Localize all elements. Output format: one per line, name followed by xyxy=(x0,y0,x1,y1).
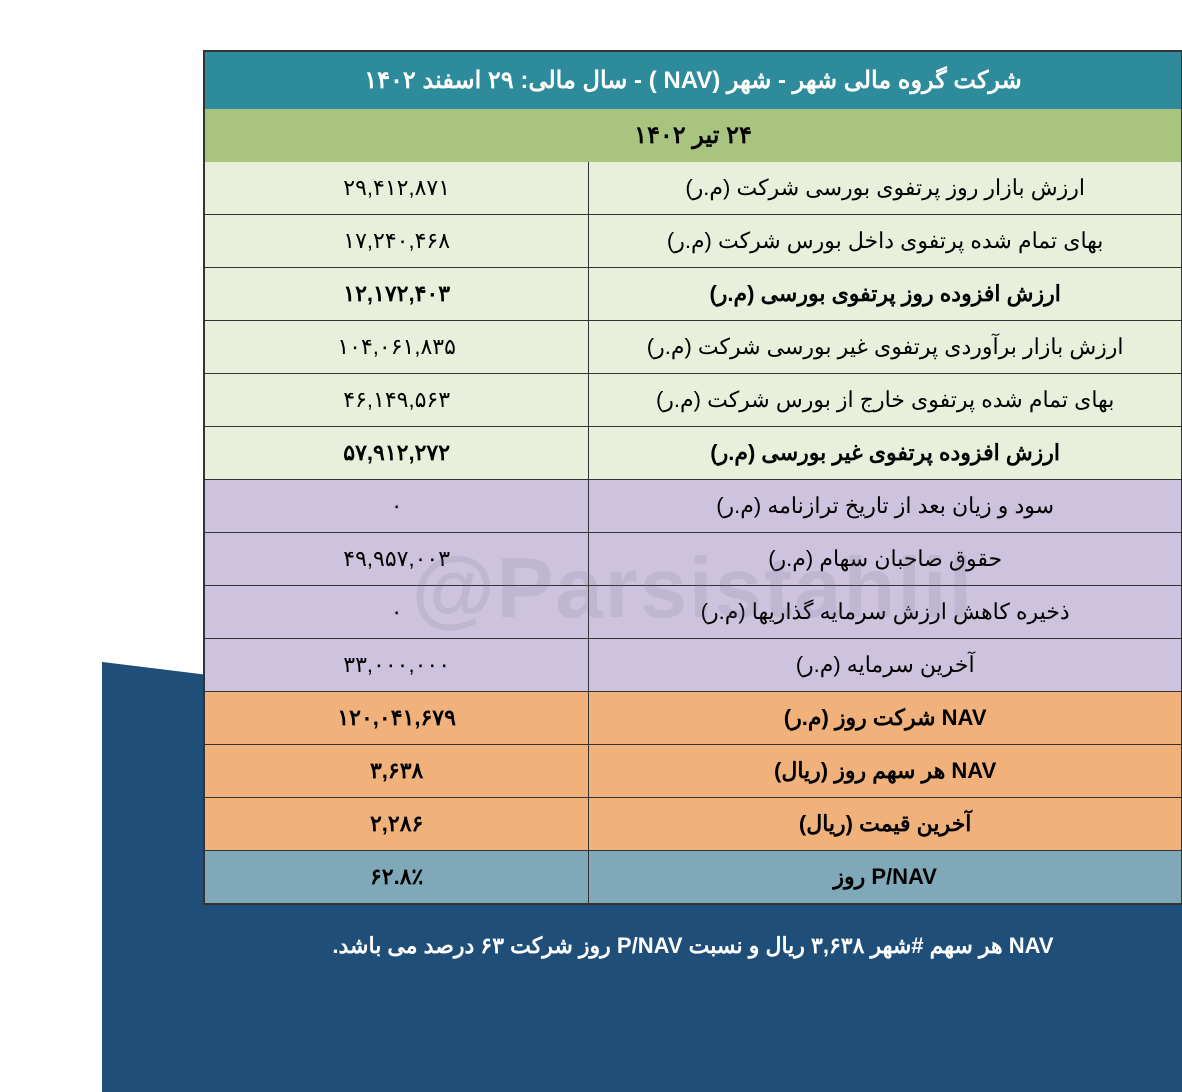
row-label: NAV هر سهم روز (ریال) xyxy=(486,745,1079,797)
table-row: ارزش بازار برآوردی پرتفوی غیر بورسی شرکت… xyxy=(103,321,1079,374)
row-value: ۵۷,۹۱۲,۲۷۲ xyxy=(103,427,486,479)
row-value: ۲۹,۴۱۲,۸۷۱ xyxy=(103,162,486,214)
table-date: ۲۴ تیر ۱۴۰۲ xyxy=(103,109,1079,162)
row-value: ۶۲.۸٪ xyxy=(103,851,486,903)
row-label: ارزش بازار برآوردی پرتفوی غیر بورسی شرکت… xyxy=(486,321,1079,373)
row-value: ۱۰۴,۰۶۱,۸۳۵ xyxy=(103,321,486,373)
row-label: ارزش افزوده روز پرتفوی بورسی (م.ر) xyxy=(486,268,1079,320)
table-row: بهای تمام شده پرتفوی خارج از بورس شرکت (… xyxy=(103,374,1079,427)
row-value: ۳۳,۰۰۰,۰۰۰ xyxy=(103,639,486,691)
table-row: ذخیره کاهش ارزش سرمایه گذاریها (م.ر)۰ xyxy=(103,586,1079,639)
table-row: P/NAV روز۶۲.۸٪ xyxy=(103,851,1079,903)
row-value: ۲,۲۸۶ xyxy=(103,798,486,850)
nav-table: شرکت گروه مالی شهر - شهر (NAV ) - سال ما… xyxy=(101,50,1081,905)
table-row: آخرین قیمت (ریال)۲,۲۸۶ xyxy=(103,798,1079,851)
table-row: NAV هر سهم روز (ریال)۳,۶۳۸ xyxy=(103,745,1079,798)
row-value: ۳,۶۳۸ xyxy=(103,745,486,797)
row-value: ۴۶,۱۴۹,۵۶۳ xyxy=(103,374,486,426)
row-label: NAV شرکت روز (م.ر) xyxy=(486,692,1079,744)
table-row: NAV شرکت روز (م.ر)۱۲۰,۰۴۱,۶۷۹ xyxy=(103,692,1079,745)
row-label: ذخیره کاهش ارزش سرمایه گذاریها (م.ر) xyxy=(486,586,1079,638)
row-value: ۰ xyxy=(103,586,486,638)
row-label: بهای تمام شده پرتفوی خارج از بورس شرکت (… xyxy=(486,374,1079,426)
row-label: ارزش افزوده پرتفوی غیر بورسی (م.ر) xyxy=(486,427,1079,479)
table-row: ارزش بازار روز پرتفوی بورسی شرکت (م.ر)۲۹… xyxy=(103,162,1079,215)
table-row: سود و زیان بعد از تاریخ ترازنامه (م.ر)۰ xyxy=(103,480,1079,533)
row-label: ارزش بازار روز پرتفوی بورسی شرکت (م.ر) xyxy=(486,162,1079,214)
footer-summary: NAV هر سهم #شهر ۳,۶۳۸ ریال و نسبت P/NAV … xyxy=(0,933,1182,959)
table-row: بهای تمام شده پرتفوی داخل بورس شرکت (م.ر… xyxy=(103,215,1079,268)
row-label: آخرین سرمایه (م.ر) xyxy=(486,639,1079,691)
table-row: آخرین سرمایه (م.ر)۳۳,۰۰۰,۰۰۰ xyxy=(103,639,1079,692)
row-value: ۱۲,۱۷۲,۴۰۳ xyxy=(103,268,486,320)
row-label: سود و زیان بعد از تاریخ ترازنامه (م.ر) xyxy=(486,480,1079,532)
row-label: آخرین قیمت (ریال) xyxy=(486,798,1079,850)
row-label: P/NAV روز xyxy=(486,851,1079,903)
table-row: حقوق صاحبان سهام (م.ر)۴۹,۹۵۷,۰۰۳ xyxy=(103,533,1079,586)
table-row: ارزش افزوده روز پرتفوی بورسی (م.ر)۱۲,۱۷۲… xyxy=(103,268,1079,321)
row-value: ۱۲۰,۰۴۱,۶۷۹ xyxy=(103,692,486,744)
row-label: بهای تمام شده پرتفوی داخل بورس شرکت (م.ر… xyxy=(486,215,1079,267)
row-value: ۰ xyxy=(103,480,486,532)
row-value: ۱۷,۲۴۰,۴۶۸ xyxy=(103,215,486,267)
table-title: شرکت گروه مالی شهر - شهر (NAV ) - سال ما… xyxy=(103,52,1079,109)
row-label: حقوق صاحبان سهام (م.ر) xyxy=(486,533,1079,585)
table-row: ارزش افزوده پرتفوی غیر بورسی (م.ر)۵۷,۹۱۲… xyxy=(103,427,1079,480)
row-value: ۴۹,۹۵۷,۰۰۳ xyxy=(103,533,486,585)
